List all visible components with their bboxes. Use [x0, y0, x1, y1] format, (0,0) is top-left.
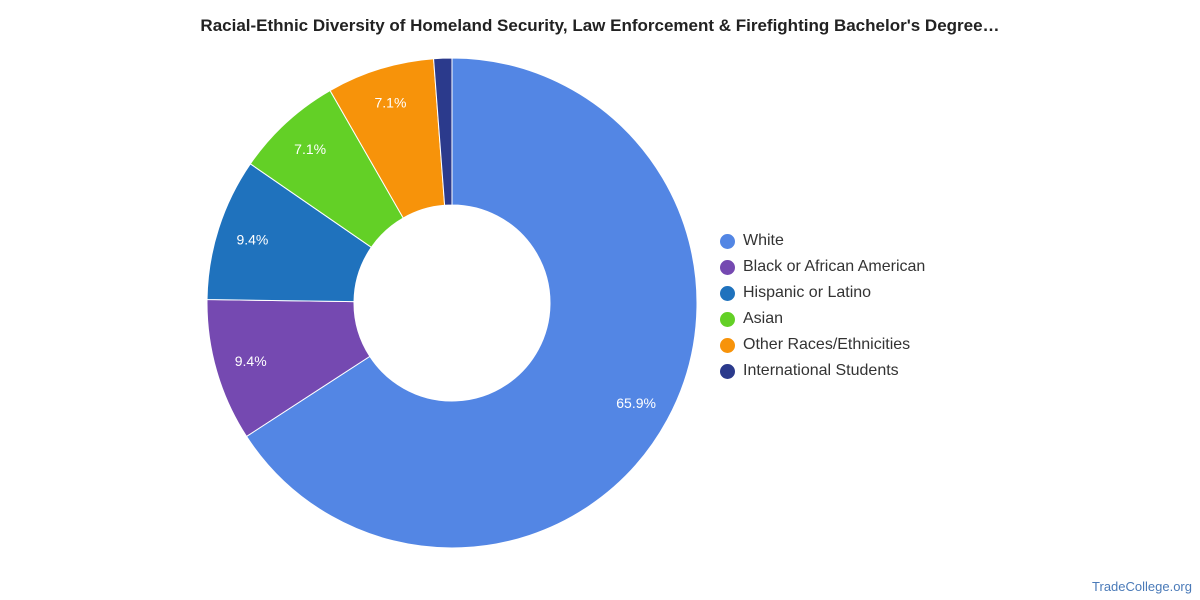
- legend-label: White: [743, 232, 784, 249]
- legend-label: Hispanic or Latino: [743, 284, 872, 301]
- slice-labels: 65.9% 9.4% 9.4% 7.1% 7.1%: [235, 95, 656, 411]
- legend-item-other-races-ethnicities[interactable]: Other Races/Ethnicities: [720, 332, 925, 358]
- legend-item-black-or-african-american[interactable]: Black or African American: [720, 254, 925, 280]
- legend-swatch: [720, 259, 735, 275]
- legend-swatch: [720, 233, 735, 249]
- legend-label: Black or African American: [743, 258, 926, 275]
- legend-label: Other Races/Ethnicities: [743, 336, 911, 353]
- legend-swatch: [720, 363, 735, 379]
- legend-item-asian[interactable]: Asian: [720, 306, 925, 332]
- legend-item-hispanic-or-latino[interactable]: Hispanic or Latino: [720, 280, 925, 306]
- chart-legend: White Black or African American Hispanic o…: [720, 228, 925, 384]
- slice-label-other-races-ethnicities: 7.1%: [374, 95, 406, 111]
- slice-label-asian: 7.1%: [294, 141, 326, 157]
- legend-label: Asian: [743, 310, 784, 327]
- chart-title: Racial-Ethnic Diversity of Homeland Secu…: [200, 16, 1000, 35]
- source-credit[interactable]: TradeCollege.org: [1092, 579, 1192, 594]
- legend-item-white[interactable]: White: [720, 228, 925, 254]
- slice-label-black-or-african-american: 9.4%: [235, 353, 267, 369]
- legend-item-international-students[interactable]: International Students: [720, 358, 925, 384]
- slice-label-hispanic-or-latino: 9.4%: [236, 231, 268, 247]
- donut-slices: [206, 57, 698, 549]
- legend-swatch: [720, 311, 735, 327]
- legend-label: International Students: [743, 362, 899, 379]
- slice-international-students[interactable]: [433, 57, 453, 206]
- legend-swatch: [720, 285, 735, 301]
- slice-white[interactable]: [245, 57, 698, 549]
- slice-label-white: 65.9%: [616, 395, 656, 411]
- legend-swatch: [720, 337, 735, 353]
